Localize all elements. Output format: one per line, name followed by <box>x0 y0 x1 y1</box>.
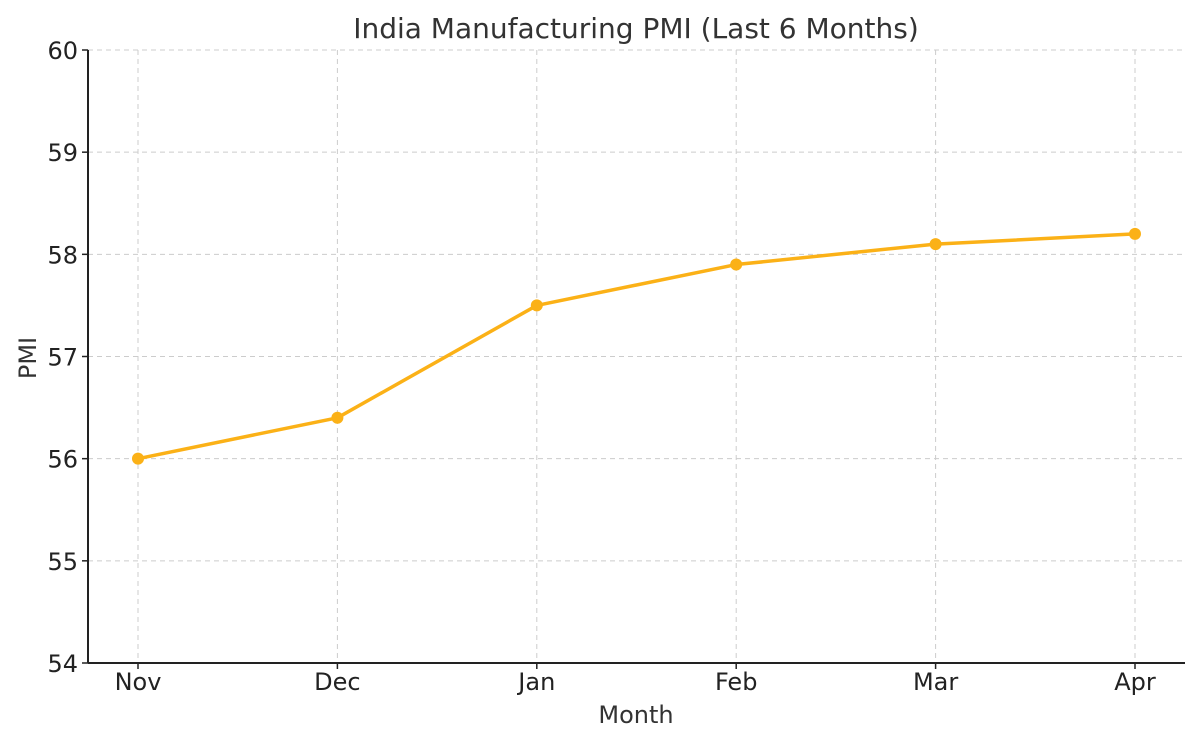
data-point <box>331 411 344 424</box>
y-ticks: 54 55 56 57 58 59 60 <box>47 37 88 678</box>
data-point <box>530 299 543 312</box>
data-point <box>1129 227 1141 240</box>
x-tick-label: Jan <box>516 668 555 696</box>
x-tick-label: Mar <box>913 668 958 696</box>
y-tick-label: 57 <box>47 344 78 372</box>
data-point <box>730 258 743 271</box>
x-tick-label: Dec <box>314 668 360 696</box>
series <box>132 227 1141 465</box>
y-tick-label: 54 <box>47 650 78 678</box>
y-tick-label: 59 <box>47 139 78 167</box>
grid <box>88 49 1185 663</box>
y-tick-label: 55 <box>47 548 78 576</box>
y-tick-label: 58 <box>47 241 78 269</box>
data-point <box>929 238 942 251</box>
y-tick-label: 56 <box>47 446 78 474</box>
x-axis-label: Month <box>598 701 673 729</box>
x-tick-label: Feb <box>715 668 758 696</box>
y-axis-label: PMI <box>14 337 42 379</box>
series-line <box>136 232 1137 461</box>
y-tick-label: 60 <box>47 37 78 65</box>
x-tick-label: Apr <box>1114 668 1156 696</box>
chart-title: India Manufacturing PMI (Last 6 Months) <box>353 12 919 45</box>
x-tick-label: Nov <box>115 668 162 696</box>
x-ticks: Nov Dec Jan Feb Mar Apr <box>115 663 1156 696</box>
data-point <box>132 452 144 465</box>
